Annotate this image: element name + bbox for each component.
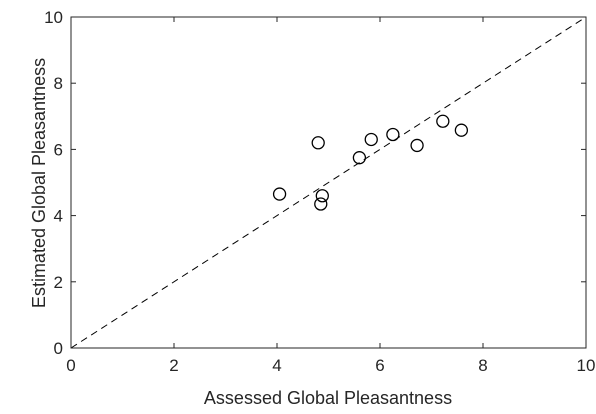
y-tick-label: 10 [44, 8, 63, 27]
data-point [454, 123, 469, 137]
data-point [315, 189, 329, 203]
x-axis-ticks: 0 2 4 6 8 10 [66, 17, 595, 375]
data-point [364, 132, 378, 147]
x-axis-label: Assessed Global Pleasantness [204, 388, 452, 408]
y-tick-label: 8 [54, 74, 63, 93]
data-points [272, 114, 469, 211]
data-point [386, 127, 400, 142]
data-point [410, 138, 424, 153]
x-tick-label: 8 [478, 356, 487, 375]
x-tick-label: 2 [169, 356, 178, 375]
x-tick-label: 10 [577, 356, 596, 375]
y-tick-label: 2 [54, 273, 63, 292]
x-tick-label: 4 [272, 356, 281, 375]
data-point [272, 187, 287, 201]
y-tick-label: 4 [54, 207, 63, 226]
reference-line [70, 16, 587, 349]
y-axis-label: Estimated Global Pleasantness [29, 58, 49, 308]
x-tick-label: 6 [375, 356, 384, 375]
y-axis-ticks: 0 2 4 6 8 10 [44, 8, 586, 358]
data-point [436, 114, 450, 128]
data-point [352, 151, 367, 165]
y-tick-label: 6 [54, 140, 63, 159]
data-point [311, 136, 325, 150]
data-point [314, 197, 328, 211]
x-tick-label: 0 [66, 356, 75, 375]
y-tick-label: 0 [54, 339, 63, 358]
